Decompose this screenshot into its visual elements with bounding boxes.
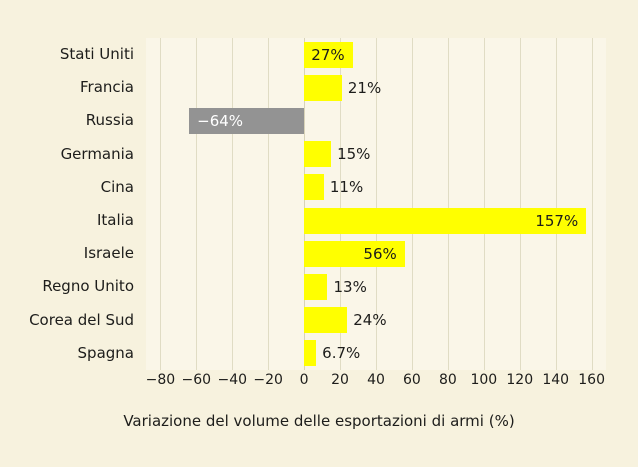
plot-area [146,38,606,370]
bar-row: 21% [146,71,606,104]
bar-row: 6.7% [146,337,606,370]
category-label: Regno Unito [42,277,134,296]
bar-row: −64% [146,104,606,137]
category-label: Israele [83,244,134,263]
category-label: Corea del Sud [29,310,134,329]
bar-value-label: 21% [347,78,382,97]
bar[interactable] [304,141,332,168]
gridline--60 [196,38,198,370]
bar-row: 27% [146,38,606,71]
category-label: Cina [100,177,134,196]
bar[interactable] [304,41,353,68]
gridline-40 [376,38,377,370]
gridline--80 [160,38,162,370]
x-tick-label: 120 [506,372,534,388]
bar-row: 13% [146,270,606,303]
bar[interactable] [304,240,405,267]
bar[interactable] [304,307,348,334]
x-tick-label: −60 [181,372,212,388]
bar-row: 56% [146,237,606,270]
bar-value-label: 6.7% [322,344,361,363]
bar-value-label: 56% [363,244,397,263]
gridline-60 [411,38,413,370]
bar[interactable] [304,340,317,367]
x-tick-label: 60 [403,372,421,388]
bar-value-label: 157% [535,211,579,230]
bar-value-label: 13% [333,277,367,296]
bar-row: 15% [146,138,606,171]
bar[interactable] [304,207,587,234]
gridline--20 [268,38,270,370]
gridline-160 [591,38,593,370]
category-label: Spagna [77,343,134,362]
x-tick-label: 40 [367,372,385,388]
bar-value-label: 11% [329,178,364,197]
x-tick-label: −80 [145,372,176,388]
gridline-100 [483,38,485,370]
x-tick-label: 0 [299,372,309,388]
x-tick-label: 140 [542,372,570,388]
x-tick-label: 160 [578,372,605,388]
gridline-0 [304,38,306,370]
gridline-80 [447,38,449,370]
gridline--40 [232,38,234,370]
category-label: Germania [60,144,134,163]
category-label: Russia [85,111,134,130]
value-axis-ticks: −80 −60 −40 −20 0 20 40 60 80 100 120 140 160 [146,372,606,394]
x-tick-label: −40 [217,372,248,388]
bar-value-label: −64% [197,111,244,130]
category-label: Italia [96,211,134,229]
category-axis-labels: Stati Uniti Francia Russia Germania Cina Ital… [0,38,138,370]
x-tick-label: −20 [253,372,283,388]
bar[interactable] [304,174,324,201]
bar-value-label: 24% [353,311,387,330]
gridline-140 [555,38,557,370]
bar-row: 11% [146,171,606,204]
gridline-120 [519,38,521,370]
x-axis-title: Variazione del volume delle esportazioni… [123,412,515,430]
bar[interactable] [189,107,305,134]
bar-row: 157% [146,204,606,237]
bar-row: 24% [146,304,606,337]
bar[interactable] [304,74,342,101]
x-tick-label: 20 [331,372,349,388]
x-tick-label: 80 [438,372,457,388]
bar-value-label: 15% [337,145,371,164]
x-tick-label: 100 [470,372,498,388]
category-label: Stati Uniti [59,45,134,63]
bar-value-label: 27% [311,45,345,64]
bar[interactable] [304,273,328,300]
bars-container: 27% 21% −64% 15% 11% 157% 56% 13% 24% 6.7% [146,38,606,370]
gridline-20 [340,38,342,370]
category-label: Francia [79,78,134,97]
